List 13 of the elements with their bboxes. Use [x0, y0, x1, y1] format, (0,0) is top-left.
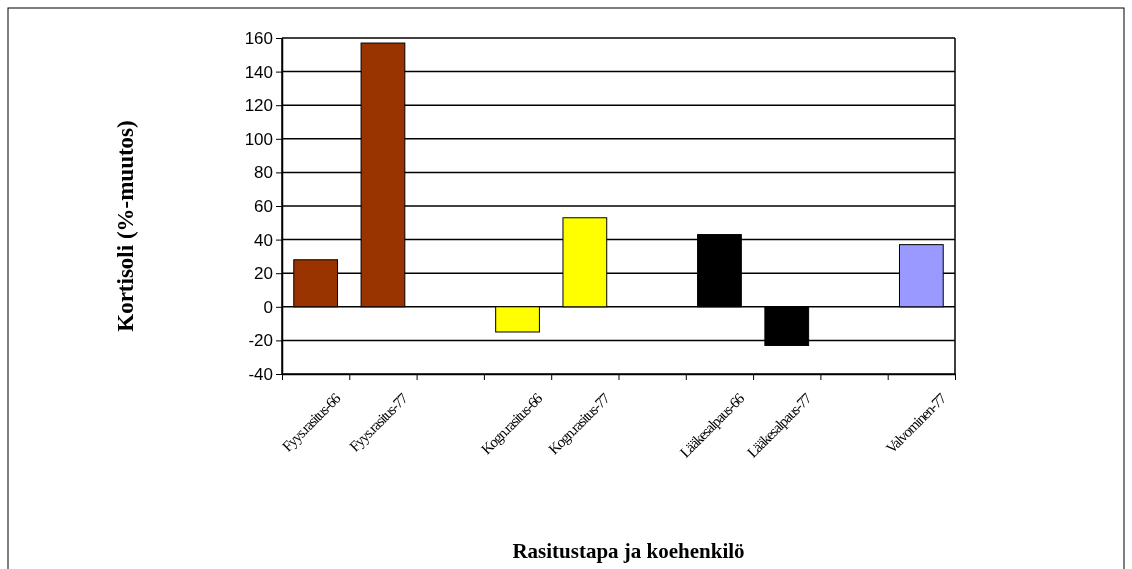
y-tick-label: 0: [263, 297, 273, 317]
y-tick-label: 140: [244, 62, 273, 82]
y-tick-label: 40: [254, 230, 273, 250]
y-axis-title: Kortisoli (%-muutos): [113, 120, 138, 332]
x-axis-title: Rasitustapa ja koehenkilö: [512, 539, 745, 563]
y-tick-label: 80: [254, 163, 273, 183]
y-tick-label: -20: [248, 331, 273, 351]
y-tick-label: -40: [248, 364, 273, 384]
y-tick-label: 100: [244, 129, 273, 149]
y-tick-label: 160: [244, 28, 273, 48]
y-tick-label: 20: [254, 264, 273, 284]
y-tick-label: 60: [254, 196, 273, 216]
y-tick-label: 120: [244, 96, 273, 116]
